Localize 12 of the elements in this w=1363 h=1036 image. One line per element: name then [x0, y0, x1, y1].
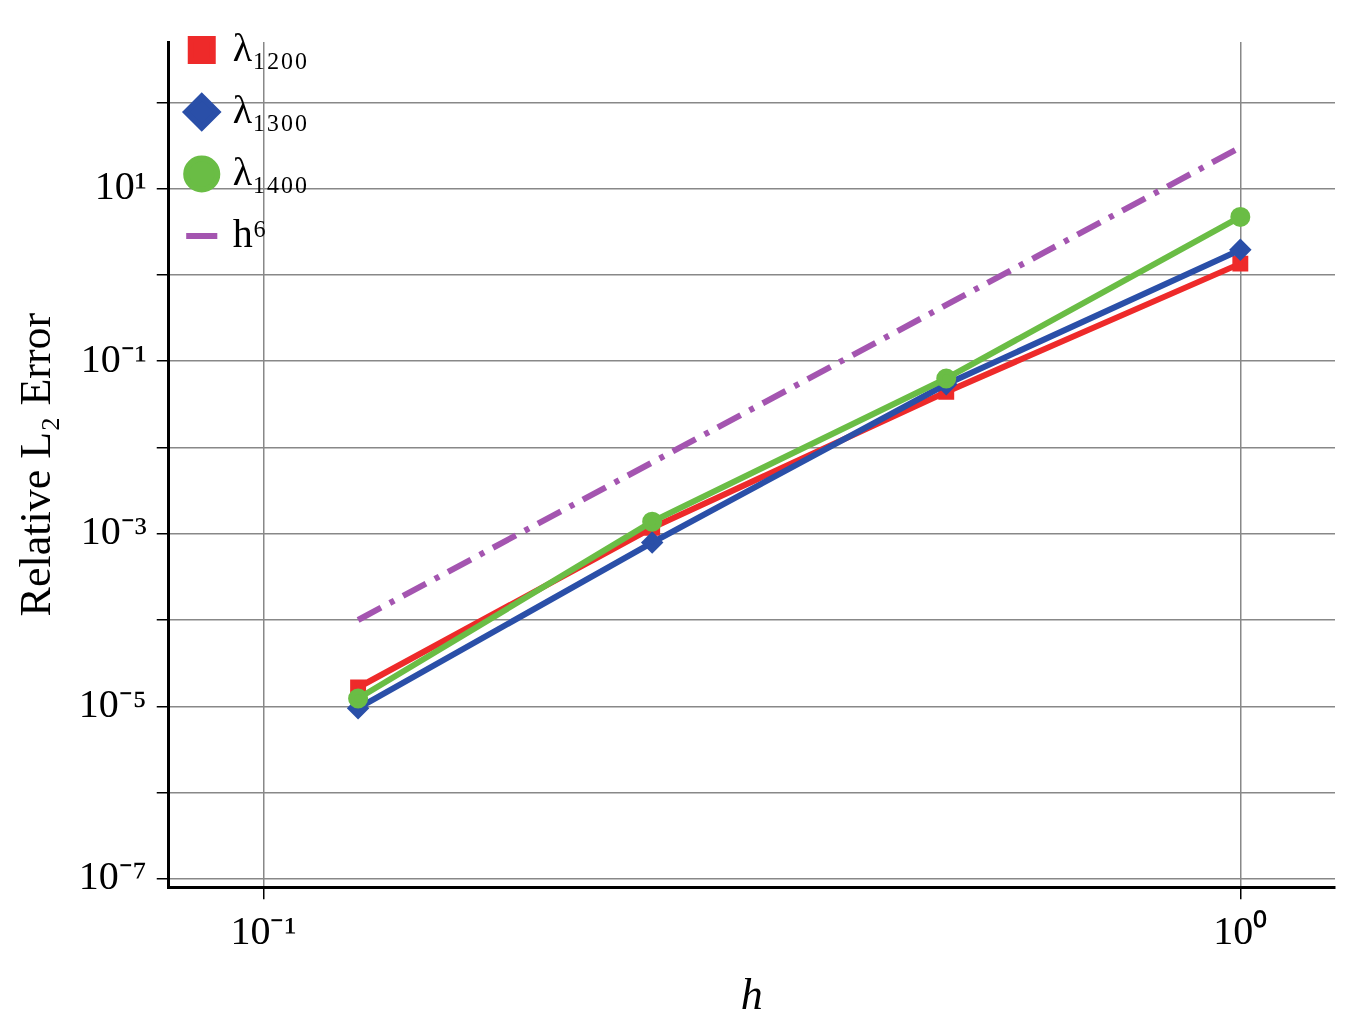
y-tick-label: 10⁻⁷ [78, 853, 147, 899]
x-tick-label: 10⁰ [1213, 907, 1268, 953]
x-axis-title: h [740, 970, 763, 1020]
y-tick-label: 10⁻³ [80, 508, 147, 554]
legend-label: λ₁₃₀₀ [232, 86, 308, 132]
legend-label: λ₁₂₀₀ [232, 24, 308, 70]
y-tick-label: 10⁻⁵ [78, 680, 147, 726]
y-tick-label: 10⁻¹ [80, 335, 147, 381]
y-axis-title: Relative L₂ Error [10, 312, 60, 617]
legend-label: λ₁₄₀₀ [232, 148, 308, 194]
y-tick-label: 10¹ [94, 163, 147, 209]
legend-label: h⁶ [232, 210, 267, 256]
